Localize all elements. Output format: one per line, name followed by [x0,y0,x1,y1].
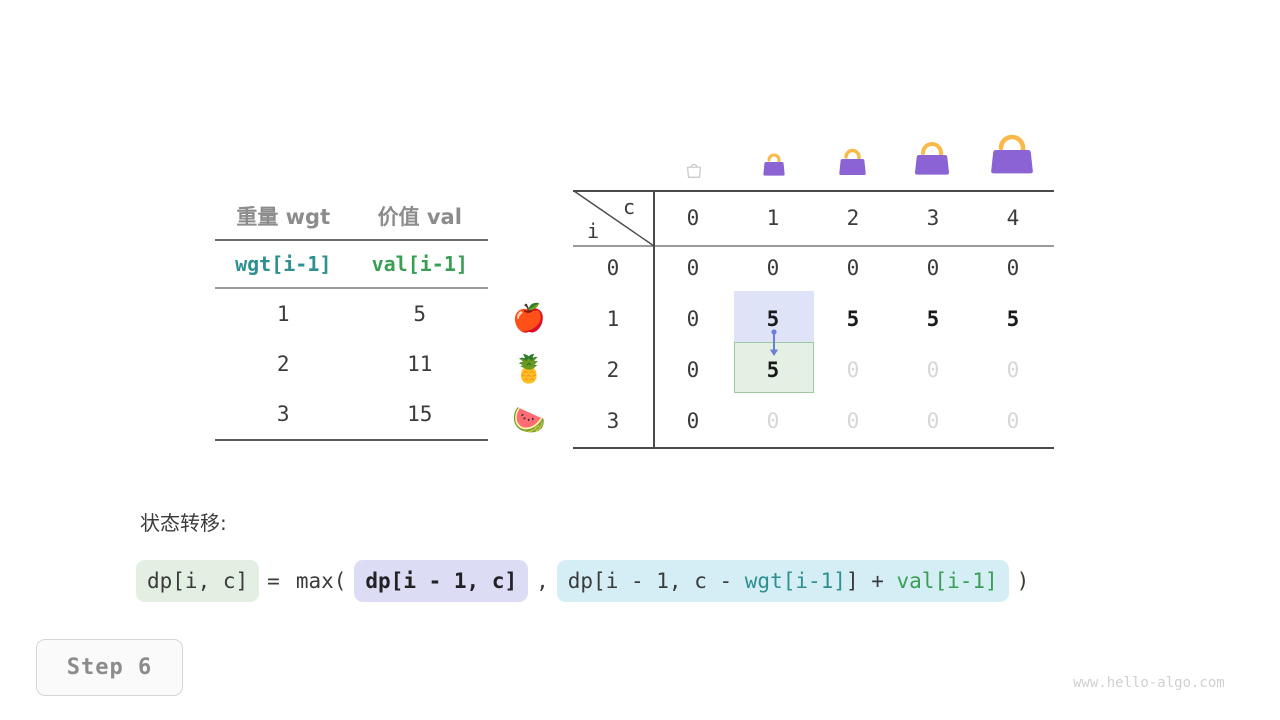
formula-comma: , [536,569,549,593]
dp-cell-3-2: 0 [846,409,860,433]
dp-row-header-0: 0 [606,256,620,280]
item-row-1-value: 11 [407,352,433,376]
dp-col-header-4: 4 [1006,206,1020,230]
dp-cell-0-3: 0 [926,256,940,280]
item-row-0-value: 5 [413,302,427,326]
dp-col-header-0: 0 [686,206,700,230]
watermark: www.hello-algo.com [1073,675,1225,691]
dp-cell-3-1: 0 [766,409,780,433]
bag-size-2-icon [836,143,869,182]
dp-cell-3-0: 0 [686,409,700,433]
item-table-row: 2 11 [215,339,488,389]
transition-arrow-down-icon [769,329,779,356]
dp-cell-2-0: 0 [686,358,700,382]
item-row-1-weight: 2 [276,352,290,376]
item-table-subheader-wgt: wgt[i-1] [215,240,352,289]
dp-cell-1-3: 5 [926,307,940,331]
bag-size-3-icon [912,136,952,182]
dp-cell-1-4: 5 [1006,307,1020,331]
dp-cell-2-3: 0 [926,358,940,382]
dp-table-vertical-divider [653,190,655,449]
transition-formula: dp[i, c] = max( dp[i - 1, c] , dp[i - 1,… [136,560,1037,602]
formula-target-box: dp[i, c] [136,560,260,602]
item-table-header-value: 价值 val [351,192,488,241]
item-table-subheader-row: wgt[i-1] val[i-1] [215,240,488,289]
item-table-row: 1 5 [215,288,488,339]
dp-col-header-1: 1 [766,206,780,230]
transition-label: 状态转移: [140,511,227,535]
dp-col-header-2: 2 [846,206,860,230]
item-table-grid: 重量 wgt 价值 val wgt[i-1] val[i-1] 1 5 2 11 [215,192,488,441]
item-table-subheader-val: val[i-1] [351,240,488,289]
formula-option-take-wgt: wgt[i-1] [744,569,846,593]
bag-empty-icon [683,158,705,184]
bag-size-4-icon [988,128,1036,182]
dp-corner-row-label: i [587,219,600,243]
formula-option-skip-box: dp[i - 1, c] [354,560,529,602]
dp-table-top-border [573,190,1054,192]
dp-cell-0-2: 0 [846,256,860,280]
item-table-header-weight: 重量 wgt [215,192,352,241]
item-table-header-row: 重量 wgt 价值 val [215,192,488,241]
formula-option-take-val: val[i-1] [896,569,998,593]
watermelon-icon: 🍉 [512,405,546,436]
dp-table-header-border [573,245,1054,247]
item-row-2-weight: 3 [215,389,352,441]
dp-table-corner-diagonal [573,190,655,247]
dp-cell-0-4: 0 [1006,256,1020,280]
dp-cell-2-1: 5 [766,358,780,382]
dp-cell-1-2: 5 [846,307,860,331]
dp-cell-3-4: 0 [1006,409,1020,433]
item-row-0-weight: 1 [276,302,290,326]
dp-cell-2-4: 0 [1006,358,1020,382]
dp-cell-1-0: 0 [686,307,700,331]
dp-row-header-3: 3 [606,409,620,433]
formula-equals: = [267,569,280,593]
dp-row-header-1: 1 [606,307,620,331]
dp-cell-0-1: 0 [766,256,780,280]
dp-table: c i 0 1 2 3 4 0 0 0 0 0 0 1 0 5 5 5 5 2 … [573,190,1054,449]
dp-cell-1-1: 5 [766,307,780,331]
item-row-2-value: 15 [351,389,488,441]
dp-corner-col-label: c [623,195,636,219]
formula-option-take-prefix: dp[i - 1, c - [567,569,745,593]
dp-col-header-3: 3 [926,206,940,230]
step-badge: Step 6 [36,639,183,696]
dp-cell-3-3: 0 [926,409,940,433]
dp-table-bottom-border [573,447,1054,449]
item-table-row: 3 15 [215,389,488,441]
dp-cell-0-0: 0 [686,256,700,280]
formula-close-paren: ) [1016,569,1030,593]
pineapple-icon: 🍍 [512,354,546,385]
item-weight-value-table: 重量 wgt 价值 val wgt[i-1] val[i-1] 1 5 2 11 [215,192,488,441]
apple-icon: 🍎 [512,303,546,334]
formula-option-take-box: dp[i - 1, c - wgt[i-1]] + val[i-1] [556,560,1009,602]
bag-size-1-icon [760,148,788,182]
formula-option-take-mid: ] + [845,569,897,593]
dp-cell-2-2: 0 [846,358,860,382]
formula-max-open: max( [295,569,347,593]
dp-row-header-2: 2 [606,358,620,382]
